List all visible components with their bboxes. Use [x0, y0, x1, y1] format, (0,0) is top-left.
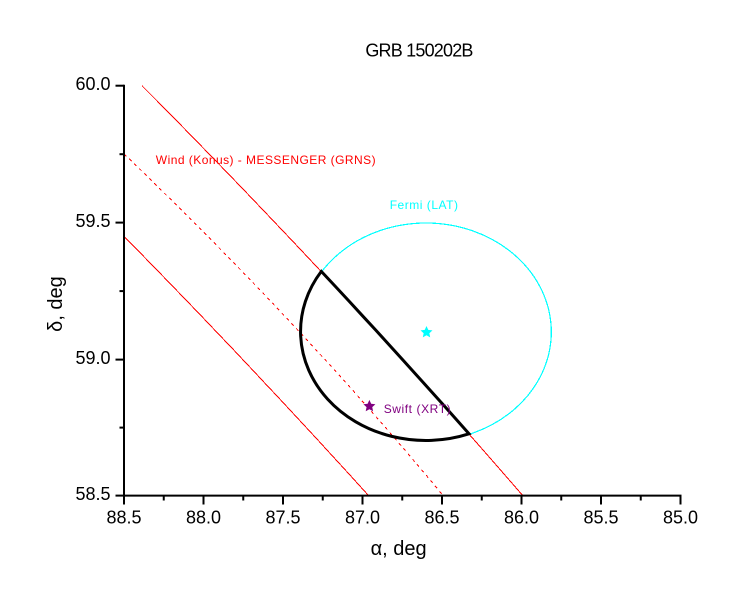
svg-text:86.5: 86.5	[424, 508, 459, 528]
svg-text:δ, deg: δ, deg	[45, 276, 67, 332]
svg-text:58.5: 58.5	[75, 484, 110, 504]
svg-text:Wind (Konus) - MESSENGER (GRNS: Wind (Konus) - MESSENGER (GRNS)	[156, 153, 376, 167]
svg-text:α, deg: α, deg	[371, 538, 427, 560]
svg-text:Fermi (LAT): Fermi (LAT)	[390, 198, 459, 212]
svg-text:87.5: 87.5	[265, 508, 300, 528]
svg-text:GRB 150202B: GRB 150202B	[365, 41, 473, 61]
svg-text:60.0: 60.0	[75, 74, 110, 94]
svg-text:87.0: 87.0	[345, 508, 380, 528]
svg-text:59.5: 59.5	[75, 211, 110, 231]
svg-text:88.5: 88.5	[106, 508, 141, 528]
svg-text:85.0: 85.0	[663, 508, 698, 528]
svg-text:85.5: 85.5	[583, 508, 618, 528]
svg-text:88.0: 88.0	[186, 508, 221, 528]
svg-text:59.0: 59.0	[75, 348, 110, 368]
svg-text:Swift (XRT): Swift (XRT)	[384, 402, 452, 416]
svg-text:86.0: 86.0	[504, 508, 539, 528]
